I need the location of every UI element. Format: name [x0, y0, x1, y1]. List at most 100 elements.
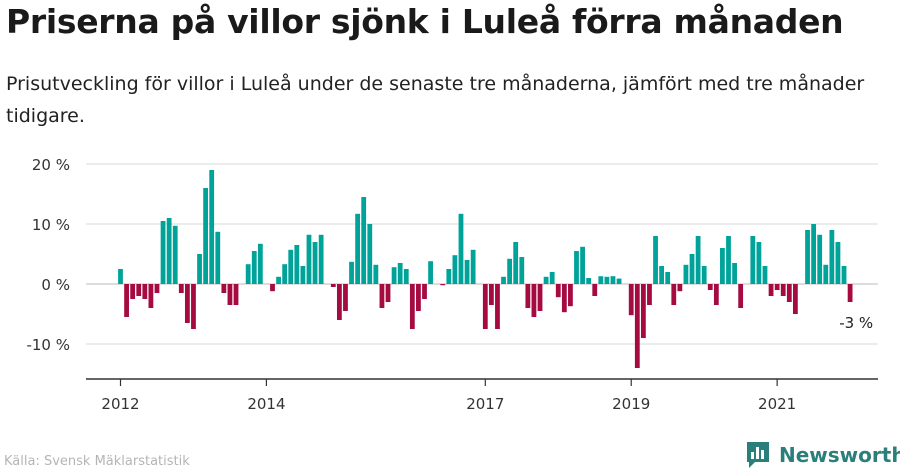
bar — [148, 284, 154, 308]
bar — [251, 251, 257, 284]
x-tick-label: 2021 — [758, 395, 796, 413]
bar — [616, 278, 622, 284]
newsworthy-logo: Newsworthy — [745, 440, 900, 470]
bar — [318, 234, 324, 284]
bar — [349, 261, 354, 284]
bar — [355, 213, 361, 284]
bar — [519, 257, 525, 284]
bar — [847, 284, 853, 302]
bars — [118, 170, 853, 368]
bar — [336, 284, 342, 320]
bar — [780, 284, 786, 296]
bar — [805, 230, 810, 284]
bar — [501, 276, 506, 284]
bar — [713, 284, 719, 305]
chart-title: Priserna på villor sjönk i Luleå förra m… — [6, 2, 844, 41]
bar — [525, 284, 531, 308]
bar — [762, 266, 768, 284]
x-tick-label: 2019 — [612, 395, 650, 413]
bar — [440, 284, 446, 286]
bar — [841, 266, 847, 284]
bar — [634, 284, 640, 368]
bar — [312, 242, 318, 284]
x-tick-label: 2014 — [247, 395, 285, 413]
bar — [628, 284, 634, 316]
bar — [811, 224, 817, 284]
bar — [367, 224, 373, 284]
bar — [470, 249, 476, 284]
chart-subtitle: Prisutveckling för villor i Luleå under … — [6, 73, 865, 127]
bar — [276, 276, 281, 284]
bar — [446, 269, 452, 284]
bar — [786, 284, 792, 302]
bar — [270, 284, 275, 292]
bar — [221, 284, 227, 293]
bar — [549, 272, 555, 284]
x-axis: 2012 2014 2017 2019 2021 — [86, 378, 878, 413]
bar — [592, 284, 598, 296]
bar — [124, 284, 129, 317]
bar — [732, 263, 737, 284]
bar — [379, 284, 385, 308]
bar — [750, 236, 756, 284]
bar — [726, 236, 731, 284]
bar — [172, 225, 178, 284]
bar — [191, 284, 196, 329]
bar — [288, 249, 294, 284]
bar — [671, 284, 677, 305]
bar — [701, 266, 707, 284]
y-tick-label: 20 % — [32, 156, 70, 174]
bar — [817, 234, 823, 284]
bar — [580, 246, 585, 284]
bar — [428, 261, 433, 284]
bar — [403, 269, 409, 284]
bar — [203, 188, 209, 284]
bar — [160, 221, 166, 284]
y-tick-label: 0 % — [41, 276, 70, 294]
bar — [306, 234, 312, 284]
bar — [835, 242, 841, 284]
bar — [458, 213, 464, 284]
bar — [792, 284, 798, 314]
annotations: -3 % — [839, 314, 873, 332]
bar — [598, 276, 604, 284]
bar — [373, 264, 379, 284]
x-tick-label: 2017 — [466, 395, 504, 413]
bar — [647, 284, 652, 305]
bar — [294, 245, 300, 284]
bar — [756, 242, 762, 284]
bar — [659, 266, 665, 284]
bar — [543, 276, 549, 284]
bar — [361, 197, 367, 284]
x-tick-label: 2012 — [101, 395, 139, 413]
bar — [178, 284, 184, 293]
bar — [720, 248, 725, 284]
brand-name: Newsworthy — [779, 443, 900, 467]
bar — [774, 284, 780, 290]
bar — [184, 284, 190, 323]
source-note: Källa: Svensk Mäklarstatistik — [4, 454, 190, 469]
bar — [409, 284, 415, 329]
bar — [695, 236, 701, 284]
bar — [531, 284, 537, 317]
bar — [707, 284, 713, 290]
bar — [245, 264, 251, 284]
bar — [555, 284, 561, 298]
bar — [488, 284, 494, 305]
bar — [422, 284, 427, 299]
bar — [604, 276, 610, 284]
bar — [653, 236, 658, 284]
bar — [300, 266, 306, 284]
bar — [142, 284, 148, 299]
bar — [257, 243, 263, 284]
bar — [507, 258, 513, 284]
y-axis-labels: 20 % 10 % 0 % -10 % — [26, 156, 70, 354]
bar — [385, 284, 391, 302]
bar — [738, 284, 744, 308]
bar — [537, 284, 543, 311]
bar — [574, 251, 579, 284]
bar — [209, 170, 215, 284]
bar — [452, 255, 458, 284]
bar — [568, 284, 573, 307]
